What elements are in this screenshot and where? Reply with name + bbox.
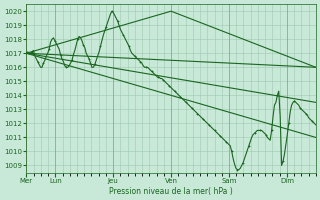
X-axis label: Pression niveau de la mer( hPa ): Pression niveau de la mer( hPa ) — [109, 187, 233, 196]
